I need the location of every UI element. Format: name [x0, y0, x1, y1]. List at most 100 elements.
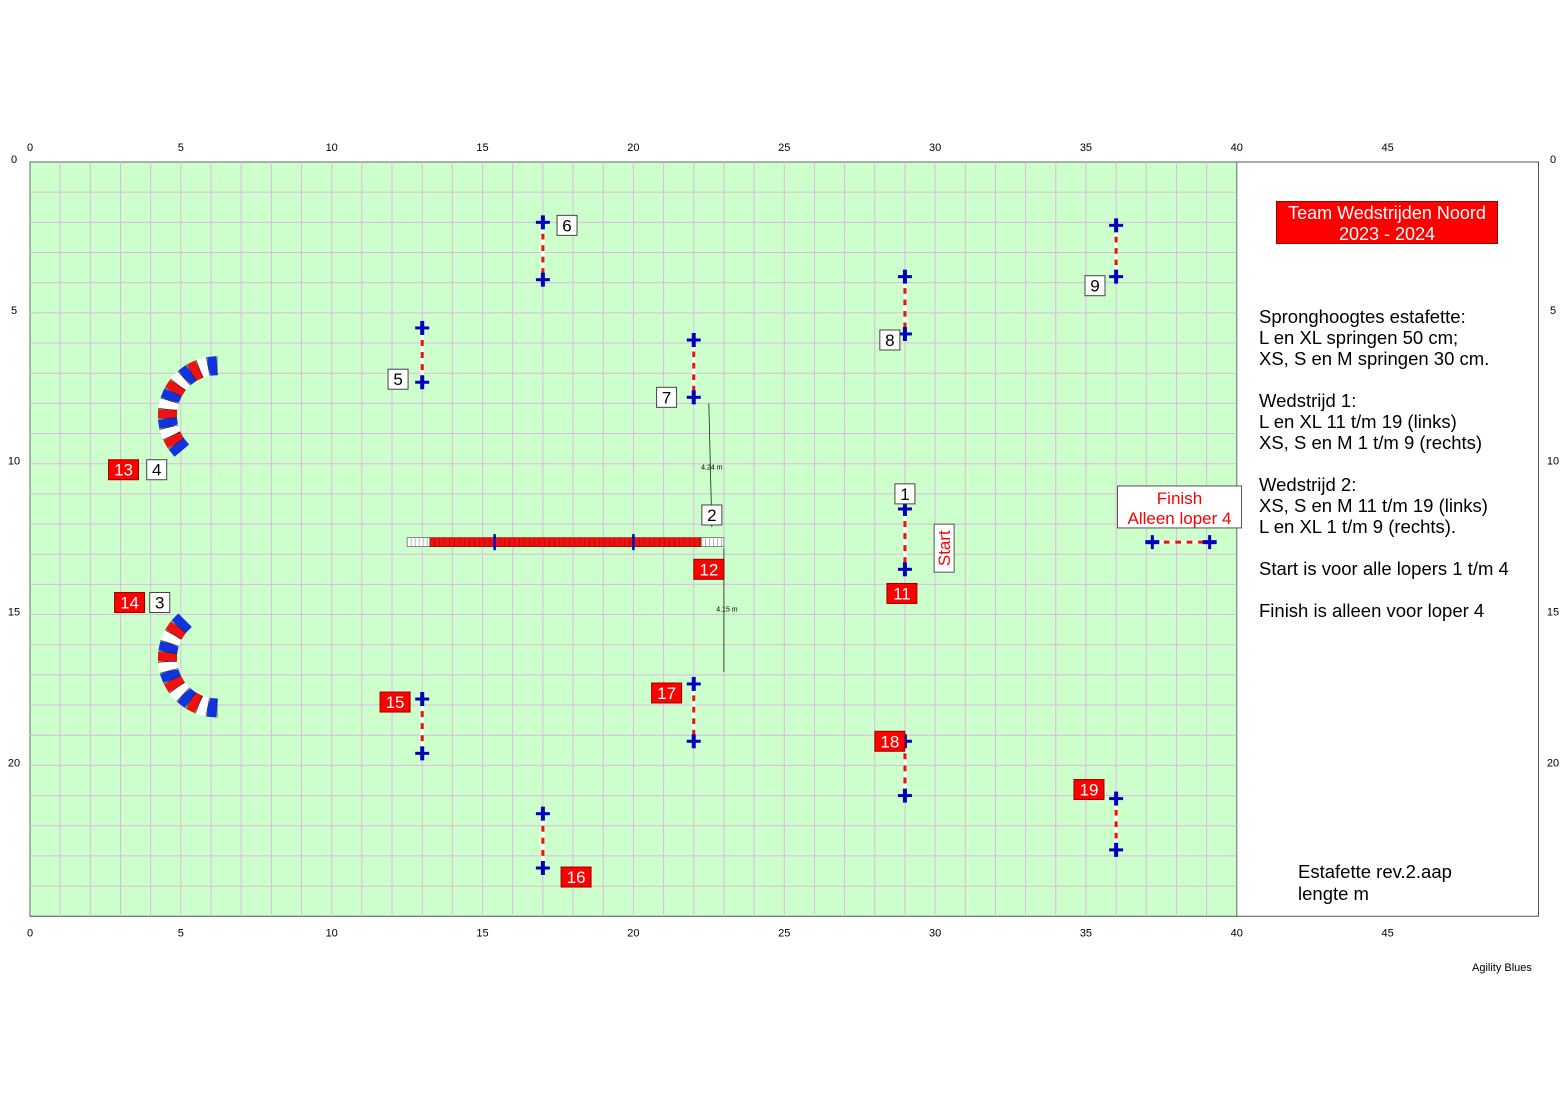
field-grid	[29, 161, 1539, 917]
obstacle-number: 6	[562, 216, 571, 235]
tunnel-segment	[169, 681, 191, 701]
hurdle-j5	[415, 320, 430, 390]
obstacle-number: 4	[152, 461, 161, 480]
obstacle-numbers: 123456789111213141516171819StartFinishAl…	[108, 214, 1242, 888]
obstacle-number: 9	[1090, 277, 1099, 296]
obstacles	[157, 215, 1217, 875]
obstacle-number: 18	[880, 732, 899, 751]
tunnel-4-13	[157, 356, 218, 457]
hurdle-j15	[415, 692, 430, 761]
notes-line: L en XL springen 50 cm;	[1259, 327, 1459, 348]
obstacle-number-box	[560, 866, 592, 888]
tunnel-segment	[160, 388, 182, 405]
notes-line: XS, S en M 1 t/m 9 (rechts)	[1259, 432, 1483, 453]
obstacle-number: 16	[567, 868, 586, 887]
axis-tick-bottom: 20	[627, 927, 639, 939]
tunnel-segment	[168, 437, 190, 457]
tunnel-seam	[157, 660, 177, 663]
tunnel-segment	[177, 687, 197, 708]
axis-tick-bottom: 30	[929, 927, 941, 939]
notes-line: Wedstrijd 1:	[1259, 390, 1357, 411]
notes-line: XS, S en M 11 t/m 19 (links)	[1259, 495, 1488, 516]
axis-tick-top: 30	[929, 142, 941, 154]
tunnel-seam	[160, 639, 179, 647]
axis-tick-top: 15	[476, 142, 488, 154]
tunnel-seam	[170, 378, 186, 391]
tunnel-seam	[157, 417, 177, 420]
notes-line	[1259, 579, 1509, 600]
tunnel-segment	[159, 667, 182, 683]
obstacle-number-box	[1084, 275, 1106, 297]
course-title: Team Wedstrijden Noord	[1288, 203, 1486, 223]
axis-tick-bottom: 10	[326, 927, 338, 939]
tunnel-segment	[196, 695, 211, 717]
tunnel-seam	[164, 387, 182, 397]
obstacle-number: 14	[120, 593, 139, 612]
tunnel-segment	[157, 417, 179, 429]
obstacle-number: 19	[1080, 781, 1099, 800]
finish-hurdle	[1145, 535, 1217, 550]
axis-tick-right: 5	[1550, 305, 1556, 317]
obstacle-number: 12	[699, 560, 718, 579]
axis-tick-bottom: 15	[476, 927, 488, 939]
dog-walk-contact	[406, 537, 431, 547]
course-revision: Estafette rev.2.aap	[1298, 861, 1452, 882]
notes-line: XS, S en M springen 30 cm.	[1259, 348, 1490, 369]
obstacle-number-box	[894, 483, 916, 505]
obstacle-number: 5	[393, 370, 402, 389]
tunnel-segment	[160, 630, 183, 647]
axis-tick-bottom: 45	[1382, 927, 1394, 939]
axis-tick-top: 45	[1382, 142, 1394, 154]
tunnel-segment	[206, 697, 218, 718]
axis-tick-right: 15	[1547, 607, 1559, 619]
hurdle-j7	[686, 333, 701, 405]
obstacle-number-box	[379, 691, 411, 713]
tunnel-seam	[158, 650, 178, 654]
hurdle-j16	[535, 806, 550, 875]
obstacle-number-box	[656, 386, 678, 408]
axis-tick-top: 40	[1231, 142, 1243, 154]
hurdle-j17	[686, 676, 701, 749]
notes-line: Finish is alleen voor loper 4	[1259, 600, 1485, 621]
axis-tick-bottom: 35	[1080, 927, 1092, 939]
tunnel-seam	[160, 397, 179, 404]
axis-tick-top: 0	[27, 142, 33, 154]
axis-tick-top: 10	[326, 142, 338, 154]
obstacle-number-box	[651, 682, 683, 704]
tunnel-segment	[159, 424, 181, 439]
hurdle-j9	[1109, 218, 1124, 284]
notes-line: Spronghoogtes estafette:	[1259, 306, 1466, 327]
obstacle-number: 17	[657, 684, 676, 703]
obstacle-number: 15	[386, 693, 405, 712]
tunnel-seam	[177, 370, 191, 386]
obstacle-number: 8	[885, 331, 894, 350]
tunnel-segment	[158, 398, 179, 412]
obstacle-number-box	[108, 459, 140, 481]
dog-walk	[406, 534, 725, 551]
tunnel-segment	[207, 356, 218, 376]
obstacle-number-box	[693, 558, 725, 580]
notes-line: Start is voor alle lopers 1 t/m 4	[1259, 558, 1509, 579]
tunnel-seam	[195, 695, 203, 714]
notes-line	[1259, 537, 1509, 558]
tunnel-seam	[163, 675, 181, 684]
obstacle-number-box	[874, 730, 906, 752]
tunnel-seam	[158, 407, 178, 411]
course-footer: Estafette rev.2.aap lengte m	[1298, 861, 1452, 905]
axis-tick-top: 35	[1080, 142, 1092, 154]
tunnel-seam	[170, 620, 187, 634]
tunnel-segment	[158, 660, 179, 673]
obstacle-number-box	[879, 329, 901, 351]
notes-line	[1259, 453, 1509, 474]
axis-tick-bottom: 0	[27, 927, 33, 939]
axis-tick-top: 5	[178, 142, 184, 154]
obstacle-number: 2	[707, 506, 716, 525]
obstacle-number-box	[701, 504, 723, 526]
course-length: lengte m	[1298, 883, 1369, 904]
measurement-label: 4.24 m	[701, 465, 723, 472]
axis-tick-right: 0	[1550, 154, 1556, 166]
axis-tick-left: 0	[11, 154, 17, 166]
tunnel-segment	[158, 641, 179, 655]
tunnel-seam	[159, 668, 179, 674]
